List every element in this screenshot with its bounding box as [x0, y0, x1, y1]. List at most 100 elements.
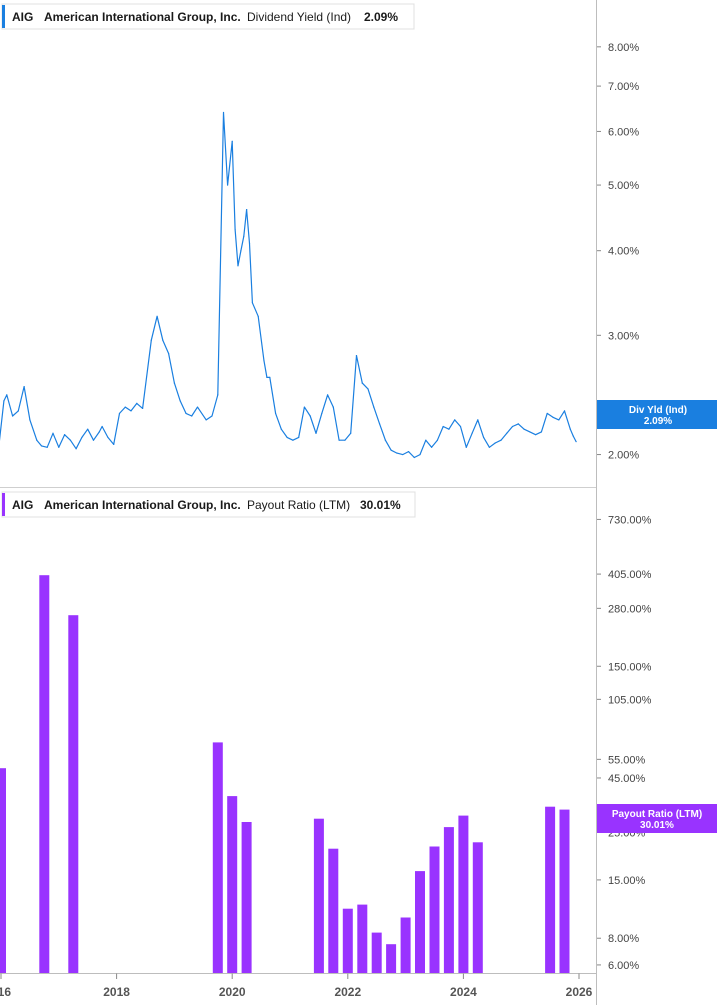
payout-bar [400, 917, 411, 973]
yield-point [569, 428, 571, 430]
yield-point [150, 339, 152, 341]
yield-point [436, 439, 438, 441]
yield-point [136, 402, 138, 404]
yield-point [488, 446, 491, 448]
yield-point [286, 436, 288, 439]
yield-point [162, 339, 164, 341]
yield-point [367, 388, 369, 390]
yield-point [506, 432, 508, 434]
yield-point [442, 425, 444, 428]
yield-point [500, 439, 502, 441]
yield-point [251, 302, 254, 304]
legend-ticker: AIG [12, 10, 33, 24]
payout-bar [342, 908, 353, 973]
yield-point [196, 406, 199, 408]
y-tick-label: 15.00% [608, 875, 646, 887]
payout-ratio-series [0, 575, 570, 973]
y-tick-label: 6.00% [608, 960, 639, 972]
yield-point [292, 439, 294, 441]
yield-point [419, 453, 421, 456]
y-tick-label: 8.00% [608, 42, 639, 54]
payout-bar [241, 822, 252, 973]
y-tick-label: 45.00% [608, 773, 646, 785]
yield-point [431, 446, 433, 448]
dividend-yield-legend: AIG American International Group, Inc. D… [1, 3, 415, 30]
tag-label: Div Yld (Ind) [629, 405, 687, 416]
payout-bar [313, 818, 324, 973]
payout-bar [0, 768, 6, 973]
payout-bar [472, 842, 483, 973]
y-tick-label: 280.00% [608, 603, 652, 615]
tag-value: 2.09% [644, 416, 672, 427]
yield-point [124, 406, 126, 408]
yield-point [454, 419, 456, 421]
x-axis: 016 2018 2020 2022 2024 2026 [0, 973, 593, 999]
yield-point [361, 382, 363, 384]
yield-point [205, 419, 207, 421]
payout-bar [227, 796, 238, 973]
yield-point [40, 445, 43, 447]
yield-point [29, 419, 31, 421]
x-tick-label: 2026 [566, 985, 593, 999]
yield-point [52, 432, 54, 434]
yield-point [17, 410, 19, 412]
dividend-yield-value-tag: Div Yld (Ind) 2.09% [597, 400, 717, 429]
dividend-yield-axis: 8.00% 7.00% 6.00% 5.00% 4.00% 3.00% 2.00% [597, 42, 639, 462]
dividend-yield-line [0, 111, 577, 459]
payout-ratio-legend: AIG American International Group, Inc. P… [1, 491, 416, 518]
yield-point [384, 439, 386, 441]
payout-bar [68, 615, 79, 973]
tag-background [597, 804, 717, 833]
yield-point [274, 412, 277, 415]
yield-point [396, 452, 398, 454]
y-tick-label: 105.00% [608, 694, 652, 706]
x-tick-label: 2022 [334, 985, 361, 999]
yield-point [529, 431, 531, 433]
yield-point [390, 449, 392, 451]
yield-point [378, 423, 381, 425]
yield-point [6, 394, 8, 396]
yield-point [58, 446, 60, 448]
yield-point [298, 436, 300, 439]
payout-bar [212, 742, 223, 973]
payout-bar [357, 904, 368, 973]
dividend-yield-series [0, 111, 577, 459]
legend-metric: Payout Ratio (LTM) [247, 498, 350, 512]
yield-point [558, 419, 560, 421]
yield-point [402, 453, 404, 456]
yield-point [237, 265, 239, 267]
yield-point [535, 434, 537, 436]
yield-point [523, 428, 525, 430]
payout-bar [443, 827, 454, 973]
yield-point [407, 451, 410, 453]
yield-point [36, 439, 38, 441]
yield-point [355, 354, 358, 357]
yield-point [173, 382, 175, 384]
x-tick-label: 2020 [219, 985, 246, 999]
legend-ticker: AIG [12, 498, 33, 512]
yield-point [465, 446, 467, 448]
y-tick-label: 2.00% [608, 450, 639, 462]
yield-point [373, 406, 375, 408]
legend-company: American International Group, Inc. [44, 498, 241, 512]
yield-point [69, 439, 71, 441]
yield-point [540, 431, 543, 433]
yield-point [234, 228, 236, 231]
yield-point [142, 407, 144, 409]
yield-point [326, 394, 329, 396]
yield-point [477, 419, 479, 421]
yield-point [231, 140, 233, 143]
yield-point [552, 416, 554, 418]
payout-ratio-value-tag: Payout Ratio (LTM) 30.01% [597, 804, 717, 833]
yield-point [413, 456, 415, 459]
yield-point [211, 415, 213, 417]
payout-bar [458, 815, 469, 973]
yield-point [321, 412, 323, 415]
yield-point [222, 111, 225, 114]
yield-point [350, 432, 352, 434]
y-tick-label: 5.00% [608, 180, 639, 192]
yield-point [63, 434, 66, 436]
y-tick-label: 150.00% [608, 661, 652, 673]
tag-value: 30.01% [640, 820, 674, 831]
